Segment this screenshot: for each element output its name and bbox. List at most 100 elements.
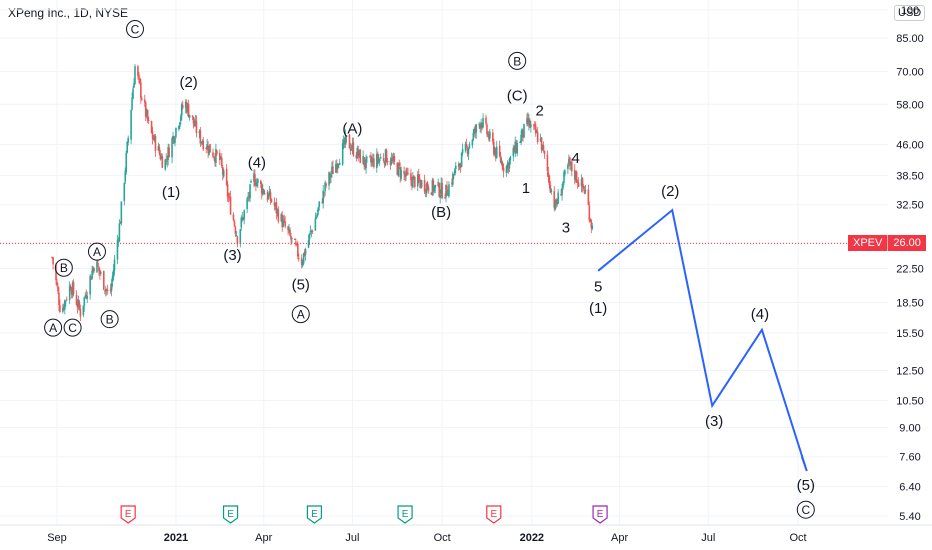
candle-body <box>377 159 380 163</box>
candle-body <box>355 155 358 159</box>
candle-body <box>117 240 120 241</box>
candle-body <box>398 162 401 166</box>
earnings-event-marker[interactable]: E <box>120 505 136 524</box>
candle-body <box>555 200 557 205</box>
y-tick-label: 10.50 <box>896 396 924 408</box>
x-tick-label: Jul <box>345 532 359 544</box>
candle-body <box>263 193 266 195</box>
candle-body <box>214 157 216 163</box>
candle-body <box>262 189 265 194</box>
candle-body <box>301 262 304 266</box>
y-tick-label: 85.00 <box>896 33 924 45</box>
wave-label: 2 <box>535 102 543 119</box>
wave-label-text: B <box>106 313 114 327</box>
wave-label-text: (5) <box>292 277 310 294</box>
candle-body <box>232 214 235 221</box>
candle-body <box>448 184 450 197</box>
wave-label-text: B <box>60 261 68 275</box>
wave-label-text: 2 <box>535 102 543 119</box>
candle-body <box>460 152 463 167</box>
candle-body <box>556 203 558 205</box>
candle-body <box>328 172 330 186</box>
candle-body <box>208 145 210 155</box>
wave-label-text: (2) <box>661 183 679 200</box>
candle-body <box>200 141 203 143</box>
candle-body <box>331 166 333 173</box>
candle-body <box>535 131 538 133</box>
candle-body <box>520 135 522 143</box>
wave-label-circle <box>63 318 82 337</box>
candle-body <box>461 149 464 154</box>
wave-label: 3 <box>562 220 570 237</box>
candle-body <box>350 149 353 150</box>
candle-body <box>152 137 155 140</box>
wave-labels: ABCABC(2)(1)(4)(3)(5)A(A)(B)B(C)21435(1)… <box>44 20 815 519</box>
candle-body <box>56 281 58 286</box>
candle-body <box>475 124 478 133</box>
wave-label-text: (2) <box>179 74 197 91</box>
candle-body <box>161 156 164 168</box>
wave-label-text: A <box>93 245 101 259</box>
candle-body <box>549 184 552 193</box>
candle-body <box>118 223 121 242</box>
time-axis[interactable]: Sep 2021 Apr Jul Oct 2022 Apr Jul Oct <box>0 524 932 544</box>
candle-body <box>274 203 277 206</box>
candle-body <box>310 230 313 232</box>
candle-body <box>144 102 147 117</box>
candle-body <box>192 116 195 124</box>
earnings-event-marker[interactable]: E <box>397 505 413 524</box>
candle-body <box>406 172 408 174</box>
candle-body <box>139 78 141 84</box>
candle-body <box>522 129 524 137</box>
candle-body <box>199 130 202 144</box>
candle-body <box>494 148 497 158</box>
wave-label-circled: C <box>796 500 815 519</box>
wave-label-text: (4) <box>248 154 266 171</box>
earnings-event-marker[interactable]: E <box>222 505 239 524</box>
candle-body <box>580 178 583 187</box>
candle-body <box>318 201 321 207</box>
candle-body <box>588 205 591 221</box>
candle-body <box>382 158 385 161</box>
wave-label-circle <box>100 310 119 329</box>
candle-body <box>445 184 447 198</box>
candle-body <box>261 188 264 194</box>
candle-body <box>184 101 187 109</box>
candle-body <box>255 184 257 187</box>
candle-body <box>51 257 53 258</box>
candle-body <box>372 158 374 162</box>
candle-body <box>419 181 422 188</box>
candle-body <box>389 160 392 166</box>
price-axis[interactable]: 100 85.00 70.00 58.00 46.00 38.50 32.50 26.00 22… <box>896 5 924 523</box>
candle-body <box>573 169 576 180</box>
candle-body <box>157 145 160 151</box>
candle-body <box>550 189 553 193</box>
candle-body <box>492 132 494 142</box>
wave-label-text: (1) <box>162 184 180 201</box>
candle-body <box>173 136 175 143</box>
candle-body <box>570 162 572 166</box>
currency-button[interactable]: USD <box>894 5 926 21</box>
wave-label-text: (C) <box>507 88 528 105</box>
candle-body <box>266 191 269 200</box>
earnings-event-marker[interactable]: E <box>486 505 502 524</box>
candle-body <box>316 212 319 217</box>
candle-body <box>111 275 114 282</box>
candle-body <box>165 158 167 160</box>
candle-body <box>590 220 593 228</box>
candle-body <box>235 235 238 236</box>
candle-body <box>110 283 113 291</box>
candle-body <box>359 149 362 163</box>
event-badge-shape <box>306 505 322 524</box>
earnings-event-marker[interactable]: E <box>592 505 608 524</box>
candle-body <box>138 74 140 78</box>
candle-body <box>369 155 371 157</box>
earnings-event-marker[interactable]: E <box>306 505 322 524</box>
candle-body <box>414 176 416 187</box>
wave-label-circled: A <box>87 242 106 261</box>
candle-body <box>370 157 372 163</box>
candle-body <box>390 158 393 165</box>
candle-body <box>515 142 518 153</box>
candle-body <box>564 170 566 174</box>
